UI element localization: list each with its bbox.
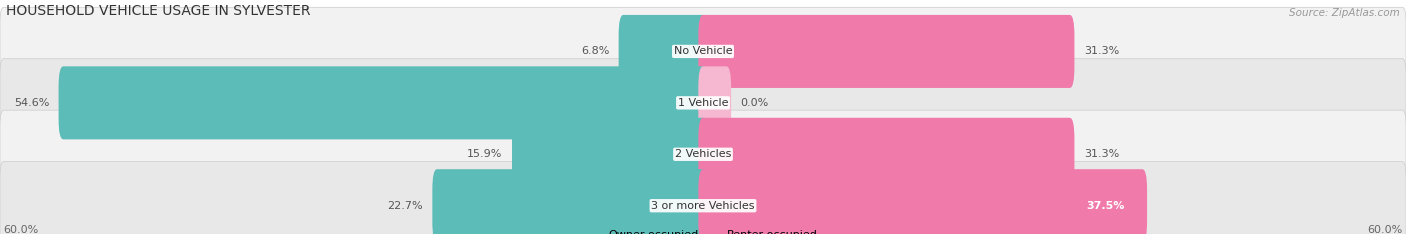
FancyBboxPatch shape bbox=[0, 7, 1406, 95]
Text: 31.3%: 31.3% bbox=[1084, 46, 1119, 56]
Text: 54.6%: 54.6% bbox=[14, 98, 49, 108]
FancyBboxPatch shape bbox=[433, 169, 707, 234]
Text: 3 or more Vehicles: 3 or more Vehicles bbox=[651, 201, 755, 211]
FancyBboxPatch shape bbox=[699, 15, 1074, 88]
FancyBboxPatch shape bbox=[512, 118, 707, 191]
Text: 31.3%: 31.3% bbox=[1084, 149, 1119, 159]
Text: Source: ZipAtlas.com: Source: ZipAtlas.com bbox=[1289, 8, 1400, 18]
FancyBboxPatch shape bbox=[0, 162, 1406, 234]
Legend: Owner-occupied, Renter-occupied: Owner-occupied, Renter-occupied bbox=[588, 230, 818, 234]
Text: 22.7%: 22.7% bbox=[387, 201, 423, 211]
FancyBboxPatch shape bbox=[59, 66, 707, 139]
Text: 60.0%: 60.0% bbox=[1367, 225, 1403, 234]
Text: 6.8%: 6.8% bbox=[581, 46, 609, 56]
FancyBboxPatch shape bbox=[0, 59, 1406, 147]
Text: 2 Vehicles: 2 Vehicles bbox=[675, 149, 731, 159]
FancyBboxPatch shape bbox=[699, 118, 1074, 191]
Text: HOUSEHOLD VEHICLE USAGE IN SYLVESTER: HOUSEHOLD VEHICLE USAGE IN SYLVESTER bbox=[6, 4, 311, 18]
Text: 1 Vehicle: 1 Vehicle bbox=[678, 98, 728, 108]
Text: 60.0%: 60.0% bbox=[3, 225, 39, 234]
FancyBboxPatch shape bbox=[619, 15, 707, 88]
Text: No Vehicle: No Vehicle bbox=[673, 46, 733, 56]
FancyBboxPatch shape bbox=[699, 66, 731, 139]
Text: 0.0%: 0.0% bbox=[741, 98, 769, 108]
FancyBboxPatch shape bbox=[699, 169, 1147, 234]
Text: 15.9%: 15.9% bbox=[467, 149, 503, 159]
FancyBboxPatch shape bbox=[0, 110, 1406, 198]
Text: 37.5%: 37.5% bbox=[1087, 201, 1125, 211]
